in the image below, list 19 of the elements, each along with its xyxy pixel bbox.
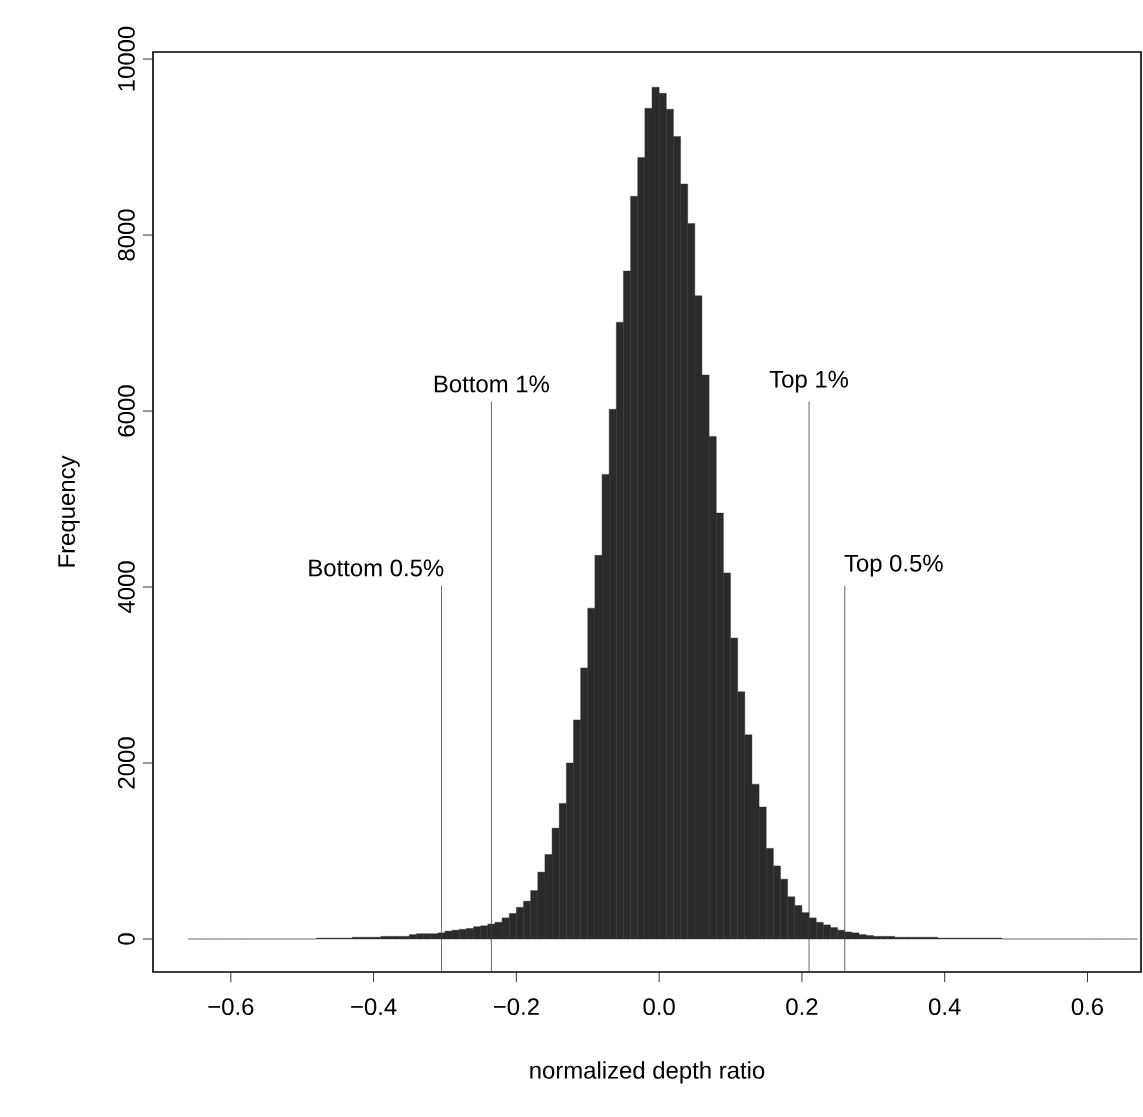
y-tick-label: 0 xyxy=(117,933,135,945)
x-tick-label: −0.6 xyxy=(208,998,254,1016)
x-tick-label: 0.4 xyxy=(929,998,961,1016)
ref-line-label: Top 1% xyxy=(769,370,849,393)
y-tick-label: 8000 xyxy=(117,209,135,261)
ref-line-label: Bottom 1% xyxy=(434,375,549,393)
x-tick-label: 0.0 xyxy=(643,998,675,1016)
ref-line-label: Top 0.5% xyxy=(844,554,943,577)
x-tick-label: 0.6 xyxy=(1071,998,1104,1016)
x-tick-label: −0.2 xyxy=(493,998,539,1016)
y-tick-label: 10000 xyxy=(117,26,135,91)
ref-line-label: Bottom 0.5% xyxy=(309,559,444,577)
x-tick-label: 0.2 xyxy=(786,998,818,1016)
y-tick-label: 2000 xyxy=(117,737,135,789)
x-axis-title: normalized depth ratio xyxy=(530,1061,765,1084)
y-tick-label: 4000 xyxy=(117,561,135,614)
x-tick-label: −0.4 xyxy=(351,998,397,1016)
y-tick-label: 6000 xyxy=(117,385,135,437)
y-axis-title: Frequency xyxy=(58,455,80,567)
